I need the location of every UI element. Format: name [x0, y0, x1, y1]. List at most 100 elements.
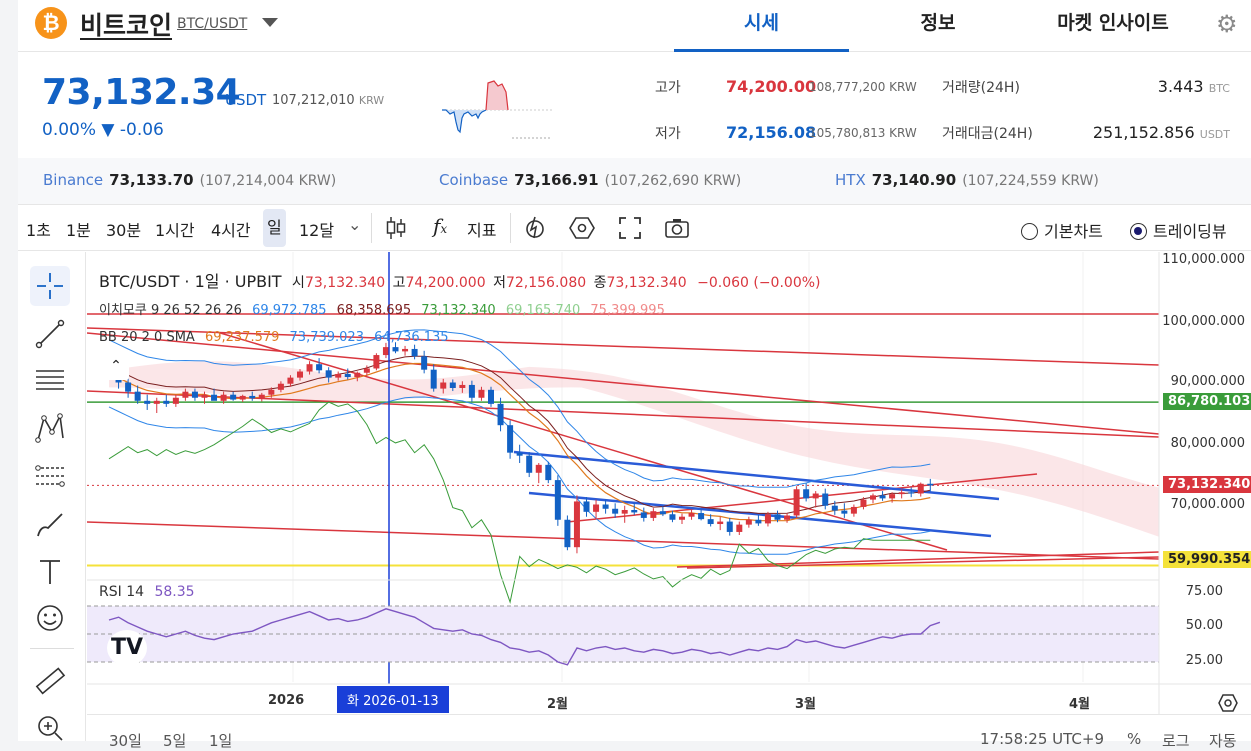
- rsi-axis-label: 25.00: [1185, 653, 1223, 668]
- percent-toggle[interactable]: %: [1127, 730, 1142, 748]
- brush-icon[interactable]: [30, 504, 70, 544]
- chevron-down-icon[interactable]: [262, 18, 278, 27]
- exchange-krw: (107,262,690 KRW): [604, 173, 742, 189]
- exchange-coinbase: Coinbase 73,166.91 (107,262,690 KRW): [439, 171, 741, 189]
- volume-label: 거래량(24H): [942, 80, 1020, 96]
- chevron-up-icon[interactable]: ⌃: [103, 358, 129, 380]
- exchange-price: 73,133.70: [109, 171, 194, 189]
- candle-body: [497, 403, 504, 426]
- price-sparkline: [442, 80, 552, 139]
- timeframe-1m[interactable]: 1분: [66, 221, 91, 240]
- low-krw: 105,780,813 KRW: [809, 126, 917, 140]
- trend-line-icon[interactable]: [30, 314, 70, 354]
- candle-body: [564, 519, 571, 548]
- function-icon[interactable]: fx: [433, 214, 448, 238]
- zoom-icon[interactable]: [30, 708, 70, 748]
- crosshair-icon[interactable]: [30, 266, 70, 306]
- high-krw: 108,777,200 KRW: [809, 80, 917, 94]
- candle-body: [134, 391, 141, 401]
- pattern-icon[interactable]: [30, 408, 70, 448]
- timeframe-1h[interactable]: 1시간: [155, 221, 195, 240]
- rsi-axis-label: 75.00: [1185, 584, 1223, 599]
- exchange-krw: (107,214,004 KRW): [199, 173, 337, 189]
- candle-body: [468, 384, 475, 398]
- candle-body: [841, 510, 848, 514]
- bollinger-upper-line: [108, 329, 931, 488]
- candle-body: [507, 425, 514, 453]
- candle-body: [669, 514, 676, 520]
- candle-body: [545, 464, 552, 481]
- trend-line: [216, 331, 948, 551]
- candle-body: [707, 519, 714, 525]
- candle-body: [879, 495, 886, 499]
- exchange-binance: Binance 73,133.70 (107,214,004 KRW): [43, 171, 336, 189]
- high-value: 74,200.00: [726, 77, 817, 96]
- candlestick-icon[interactable]: [382, 214, 410, 242]
- timeframe-30m[interactable]: 30분: [106, 221, 142, 240]
- ichimoku-lead-b: 75,399.995: [590, 303, 665, 318]
- chart-basic-radio[interactable]: 기본차트: [1021, 218, 1103, 242]
- volume-value: 3.443 BTC: [1098, 77, 1230, 96]
- ichimoku-base-line: [108, 355, 931, 514]
- timeframe-4h[interactable]: 4시간: [211, 221, 251, 240]
- indicator-label[interactable]: 지표: [467, 221, 497, 240]
- ruler-icon[interactable]: [30, 662, 70, 702]
- camera-icon[interactable]: [663, 214, 691, 242]
- candle-body: [526, 455, 533, 473]
- candle-body: [230, 394, 237, 400]
- coin-pair[interactable]: BTC/USDT: [177, 16, 248, 32]
- text-tool-icon[interactable]: [30, 552, 70, 592]
- timeframe-1s[interactable]: 1초: [26, 221, 51, 240]
- legend-close: 73,132.340: [606, 275, 687, 291]
- exchange-name: Coinbase: [439, 171, 509, 189]
- candle-body: [812, 493, 819, 499]
- emoji-icon[interactable]: [30, 598, 70, 638]
- bb-lower: 64,736.135: [374, 330, 449, 345]
- axis-settings-icon[interactable]: [1217, 692, 1239, 714]
- chart-trading-radio[interactable]: 트레이딩뷰: [1130, 218, 1227, 242]
- rsi-line: [108, 608, 941, 666]
- candle-body: [659, 511, 666, 515]
- settings-hexagon-icon[interactable]: [568, 214, 596, 242]
- toolbar-divider: [510, 213, 511, 243]
- candle-body: [268, 389, 275, 395]
- timeframe-chevron-down-icon[interactable]: ⌄: [348, 215, 362, 234]
- price-axis-label: 80,000.000: [1170, 436, 1245, 451]
- coin-name[interactable]: 비트코인: [80, 11, 173, 40]
- fib-icon[interactable]: [30, 456, 70, 496]
- tab-market-insight[interactable]: 마켓 인사이트: [1057, 12, 1169, 34]
- trend-line: [566, 473, 1038, 523]
- exchange-name: Binance: [43, 171, 104, 189]
- tab-info[interactable]: 정보: [920, 12, 956, 34]
- candle-body: [306, 364, 313, 372]
- candle-body: [172, 397, 179, 404]
- candle-body: [440, 382, 447, 389]
- candle-body: [516, 452, 523, 456]
- price-chart[interactable]: [87, 252, 1251, 741]
- ichimoku-lead-a: 69,165.740: [505, 303, 581, 318]
- timeframe-12mo[interactable]: 12달: [299, 221, 335, 240]
- tradingview-logo-icon[interactable]: 𝗧𝗩: [107, 630, 147, 666]
- price-axis-label: 70,000.000: [1170, 497, 1245, 512]
- horizontal-lines-icon[interactable]: [30, 360, 70, 400]
- legend-open-label: 시: [292, 275, 305, 291]
- candle-body: [870, 495, 876, 500]
- gear-icon[interactable]: ⚙: [1216, 10, 1238, 38]
- timeframe-1d[interactable]: 일: [263, 209, 286, 247]
- exchange-price: 73,140.90: [871, 171, 957, 189]
- tab-price[interactable]: 시세: [674, 0, 849, 52]
- chart-area[interactable]: BTC/USDT · 1일 · UPBIT 시73,132.340 고74,20…: [87, 252, 1251, 741]
- candle-body: [908, 492, 915, 494]
- candle-body: [650, 511, 657, 518]
- bb-basis: 69,237.579: [204, 330, 280, 345]
- candle-body: [927, 483, 934, 486]
- fullscreen-icon[interactable]: [616, 214, 644, 242]
- alert-icon[interactable]: [521, 214, 549, 242]
- candle-body: [717, 521, 724, 525]
- candle-body: [631, 509, 638, 513]
- high-label: 고가: [655, 80, 681, 96]
- candle-body: [335, 373, 342, 378]
- trend-line: [87, 327, 1160, 366]
- legend-low-label: 저: [493, 275, 506, 291]
- candle-body: [602, 504, 609, 509]
